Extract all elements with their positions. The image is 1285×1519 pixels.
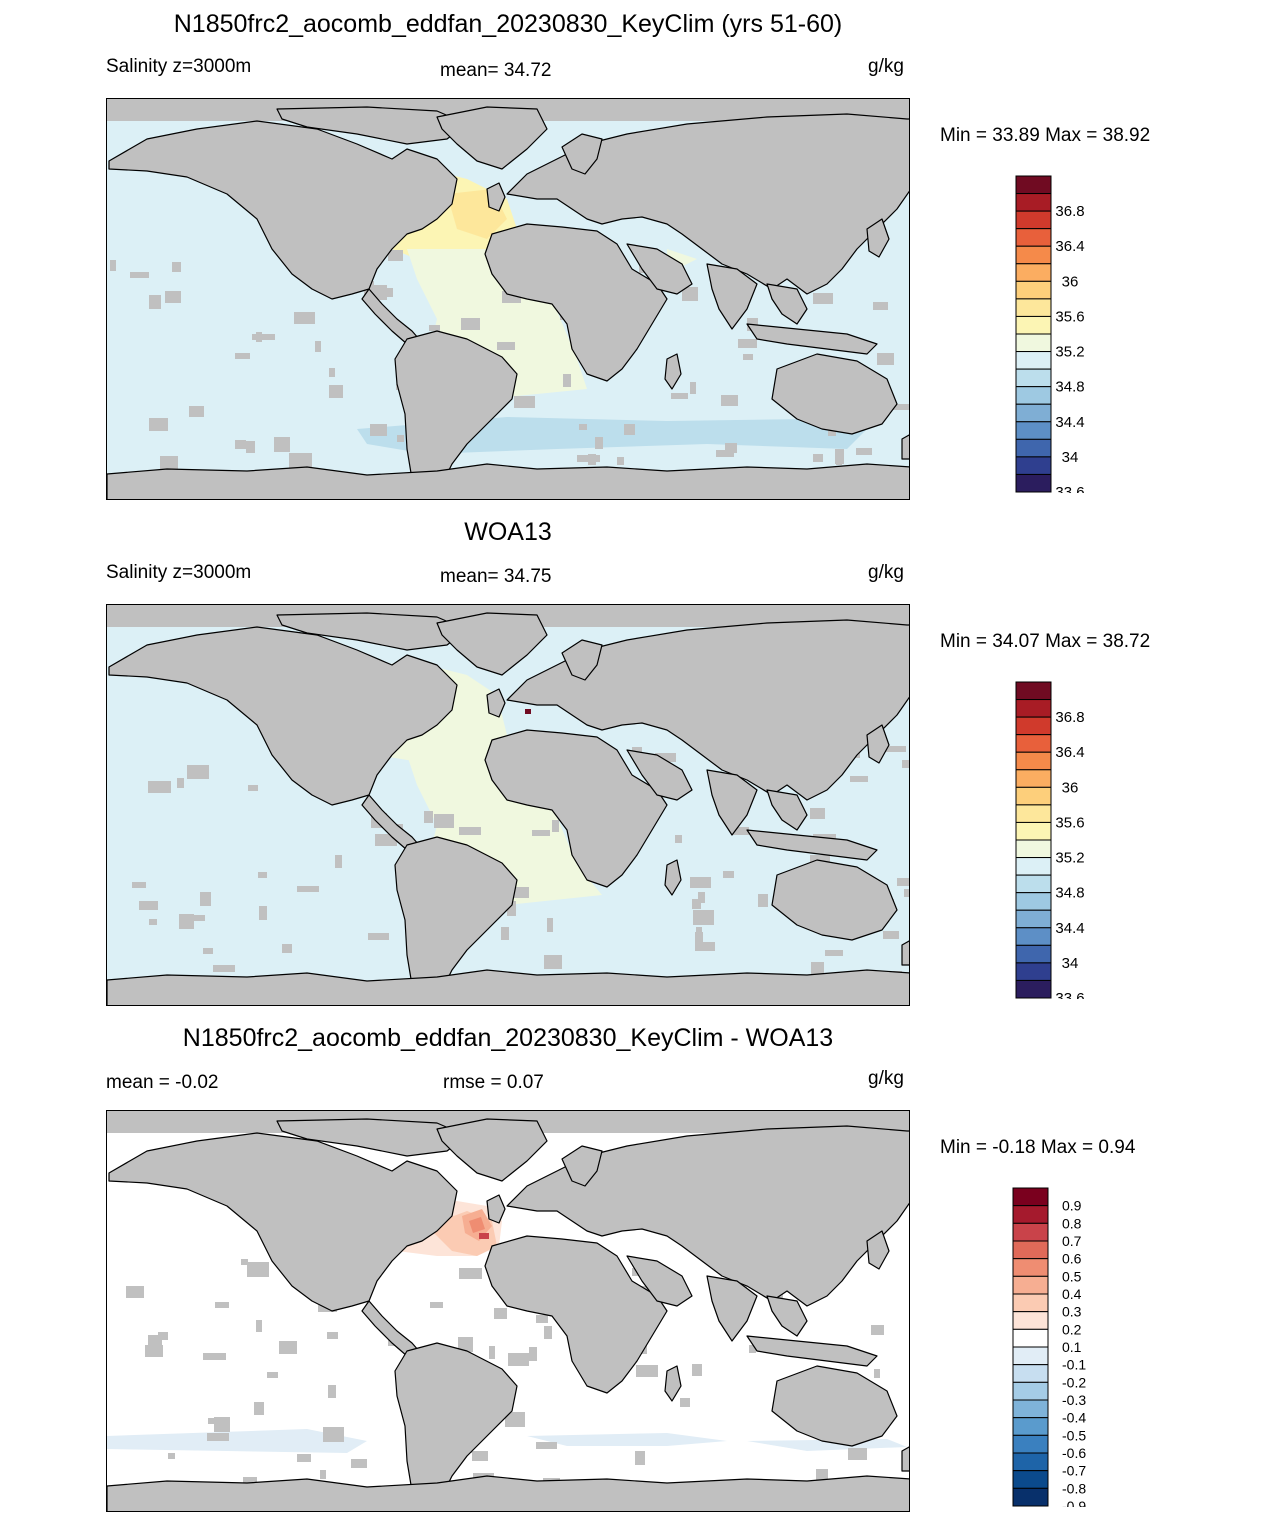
colorbar-tick-label: 0.3 [1062,1304,1082,1320]
colorbar-tick-label: -0.8 [1062,1480,1086,1496]
panel2-variable-label: Salinity z=3000m [106,562,252,583]
colorbar-tick-label: 36.4 [1055,744,1084,761]
panel2-mean-label: mean= 34.75 [440,566,552,587]
panel3-rmse-label: rmse = 0.07 [443,1072,544,1093]
colorbar-tick-label: -0.9 [1062,1498,1086,1507]
panel3-units-label: g/kg [868,1068,904,1089]
panel2-map [106,604,910,1006]
colorbar-tick-label: -0.5 [1062,1427,1086,1443]
panel3-mean-label: mean = -0.02 [106,1072,219,1093]
colorbar-tick-label: -0.2 [1062,1374,1086,1390]
colorbar-tick-label: 0.7 [1062,1233,1082,1249]
colorbar-tick-label: 35.2 [1055,344,1084,361]
colorbar-tick-label: 35.2 [1055,850,1084,867]
panel1-units-label: g/kg [868,56,904,77]
colorbar-tick-label: 35.6 [1055,308,1084,325]
colorbar-tick-label: 34.8 [1055,379,1084,396]
colorbar-tick-label: 36.8 [1055,709,1084,726]
colorbar-tick-label: 0.4 [1062,1286,1082,1302]
colorbar-tick-label: 34.4 [1055,920,1084,937]
colorbar-tick-label: 36.4 [1055,238,1084,255]
panel1-title: N1850frc2_aocomb_eddfan_20230830_KeyClim… [173,10,843,38]
colorbar-tick-label: -0.3 [1062,1392,1086,1408]
colorbar-tick-label: 34.4 [1055,414,1084,431]
colorbar-tick-label: -0.4 [1062,1410,1086,1426]
colorbar-tick-label: -0.7 [1062,1463,1086,1479]
panel3-colorbar: 0.9 0.8 0.7 0.6 0.5 0.4 0.3 0.2 0.1 -0.1 -0.2 -0.3 -… [1012,1187,1152,1514]
panel2-units-label: g/kg [868,562,904,583]
colorbar-tick-label: 33.6 [1055,484,1084,493]
panel3-title: N1850frc2_aocomb_eddfan_20230830_KeyClim… [182,1024,834,1052]
colorbar-tick-label: 34.8 [1055,885,1084,902]
colorbar-tick-label: 36 [1062,273,1079,290]
colorbar-tick-label: 0.6 [1062,1251,1082,1267]
panel3-map [106,1110,910,1512]
panel3-minmax: Min = -0.18 Max = 0.94 [940,1137,1136,1158]
panel2-title: WOA13 [464,518,552,546]
colorbar-tick-label: 0.5 [1062,1268,1082,1284]
colorbar-tick-label: 34 [1062,955,1079,972]
colorbar-tick-label: 34 [1062,449,1079,466]
panel2-minmax: Min = 34.07 Max = 38.72 [940,631,1151,652]
panel1-minmax: Min = 33.89 Max = 38.92 [940,125,1151,146]
panel1-variable-label: Salinity z=3000m [106,56,252,77]
colorbar-tick-label: 36.8 [1055,203,1084,220]
colorbar-tick-label: 35.6 [1055,814,1084,831]
colorbar-tick-label: 0.2 [1062,1321,1082,1337]
colorbar-tick-label: 0.9 [1062,1198,1082,1214]
colorbar-tick-label: -0.6 [1062,1445,1086,1461]
colorbar-tick-label: 0.1 [1062,1339,1082,1355]
panel1-map [106,98,910,500]
colorbar-tick-label: 0.8 [1062,1215,1082,1231]
colorbar-tick-label: -0.1 [1062,1357,1086,1373]
panel1-mean-label: mean= 34.72 [440,60,552,81]
colorbar-tick-label: 36 [1062,779,1079,796]
colorbar-tick-label: 33.6 [1055,990,1084,999]
